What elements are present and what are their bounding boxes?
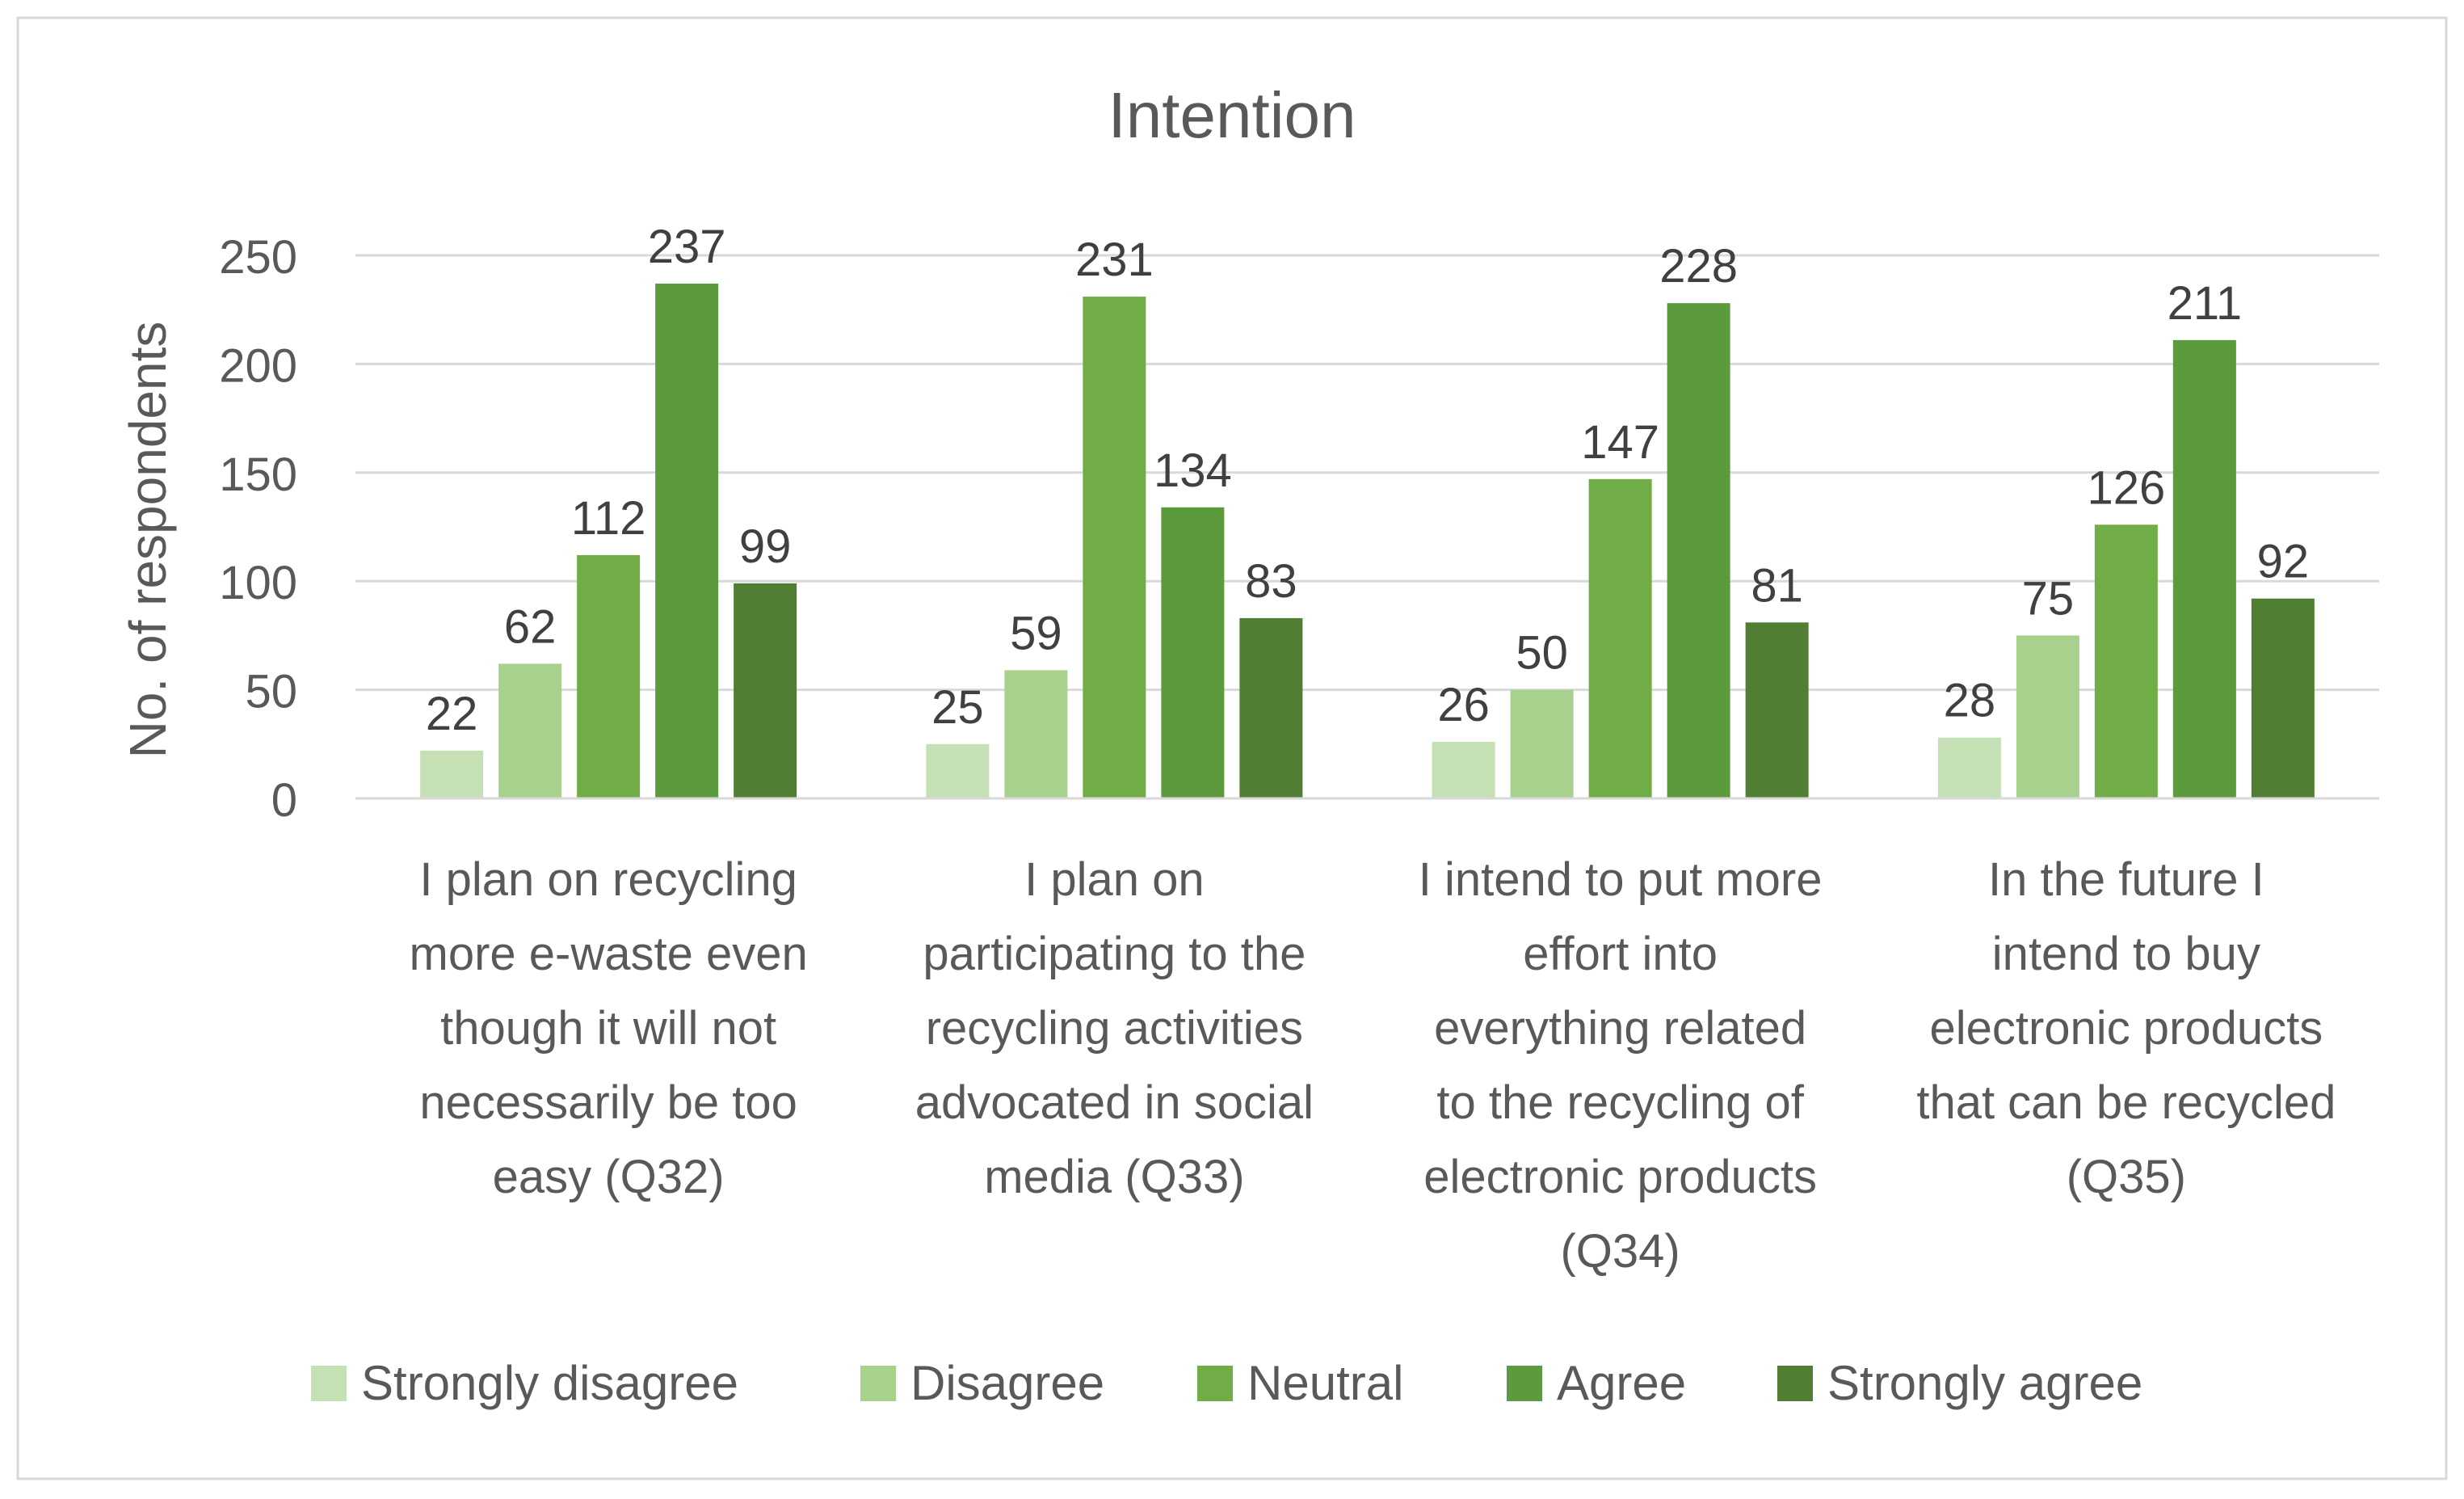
bar [1937,737,2001,798]
data-label: 92 [2257,536,2310,588]
bar [2016,635,2079,798]
data-label: 112 [571,492,645,545]
legend-swatch [1777,1366,1813,1401]
data-label: 99 [739,520,792,573]
legend-label: Agree [1557,1356,1686,1410]
bar [734,583,797,798]
data-label: 83 [1245,555,1297,608]
bar [1588,478,1652,798]
data-label: 134 [1154,444,1232,497]
bar [2094,524,2158,798]
data-label: 237 [648,221,726,273]
bar [1745,622,1809,798]
chart-border [16,16,2448,1480]
data-label: 59 [1010,607,1062,659]
x-category-label: I plan on participating to the recycling a… [915,853,1314,1203]
legend-swatch [860,1366,896,1401]
data-labels: 22 62 112 237 99 25 59 231 134 83 26 50 147 228 81 28 75… [426,221,2309,740]
bar [420,750,484,798]
bar [2172,339,2236,798]
x-category-label-line: more e-waste even [410,928,808,980]
x-category-label-line: electronic products [1423,1151,1817,1203]
x-axis-categories: I plan on recycling more e-waste even thou… [410,853,2336,1278]
y-tick-label: 0 [271,774,297,827]
x-category-label-line: though it will not [440,1002,776,1055]
bar [1510,689,1574,798]
x-category-label-line: (Q35) [2067,1151,2186,1203]
x-category-label-line: (Q34) [1560,1225,1680,1278]
data-label: 228 [1659,240,1738,293]
x-category-label-line: media (Q33) [984,1151,1244,1203]
x-category-label-line: advocated in social [915,1076,1314,1129]
chart-title: Intention [1108,79,1356,151]
y-tick-label: 200 [219,339,297,392]
data-label: 22 [426,688,478,740]
x-category-label-line: necessarily be too [419,1076,797,1129]
x-category-label-line: I intend to put more [1419,853,1823,906]
legend-item: Disagree [860,1356,1104,1410]
bar [1083,297,1146,798]
bar [2251,598,2315,798]
x-category-label-line: intend to buy [1992,928,2260,980]
y-axis-ticks: 0 50 100 150 200 250 [219,231,297,827]
x-category-label-line: I plan on recycling [419,853,797,906]
legend-item: Neutral [1197,1356,1403,1410]
bar [1004,670,1068,798]
bar [1432,742,1495,798]
legend-item: Agree [1507,1356,1686,1410]
data-label: 147 [1581,416,1659,469]
bar [655,283,719,799]
legend-item: Strongly agree [1777,1356,2142,1410]
bar [498,663,562,798]
x-category-label-line: recycling activities [926,1002,1303,1055]
x-category-label-line: electronic products [1929,1002,2323,1055]
x-category-label-line: participating to the [923,928,1306,980]
bars [355,283,2379,800]
bar [1239,617,1303,798]
x-category-label: I plan on recycling more e-waste even thou… [410,853,808,1203]
legend-label: Disagree [910,1356,1104,1410]
legend: Strongly disagree Disagree Neutral Agree Str… [311,1356,2142,1410]
legend-swatch [1197,1366,1233,1401]
bar [926,743,990,798]
y-tick-label: 250 [219,231,297,284]
data-label: 26 [1437,679,1490,731]
x-category-label-line: In the future I [1988,853,2264,906]
data-label: 50 [1516,627,1568,680]
legend-label: Neutral [1247,1356,1403,1410]
data-label: 211 [2168,277,2242,330]
bar [577,554,641,798]
data-label: 81 [1751,559,1803,612]
x-category-label-line: to the recycling of [1436,1076,1804,1129]
y-tick-label: 150 [219,448,297,501]
y-tick-label: 100 [219,557,297,609]
data-label: 25 [931,681,984,734]
data-label: 231 [1075,234,1154,286]
legend-label: Strongly disagree [361,1356,738,1410]
data-label: 126 [2087,461,2165,514]
legend-label: Strongly agree [1827,1356,2142,1410]
x-category-label: In the future I intend to buy electronic p… [1916,853,2336,1203]
x-category-label-line: effort into [1523,928,1718,980]
bar [1667,303,1730,798]
x-category-label-line: that can be recycled [1916,1076,2336,1129]
x-category-label-line: easy (Q32) [493,1151,725,1203]
data-label: 28 [1944,675,1996,727]
data-label: 75 [2022,572,2075,625]
x-category-label: I intend to put more effort into everythin… [1419,853,1823,1278]
legend-swatch [1507,1366,1542,1401]
x-category-label-line: everything related [1434,1002,1806,1055]
bar [1161,507,1225,798]
y-tick-label: 50 [245,666,297,718]
legend-item: Strongly disagree [311,1356,738,1410]
x-category-label-line: I plan on [1024,853,1205,906]
data-label: 62 [504,600,557,653]
y-axis-label: No. of respondents [119,322,177,759]
legend-swatch [311,1366,347,1401]
